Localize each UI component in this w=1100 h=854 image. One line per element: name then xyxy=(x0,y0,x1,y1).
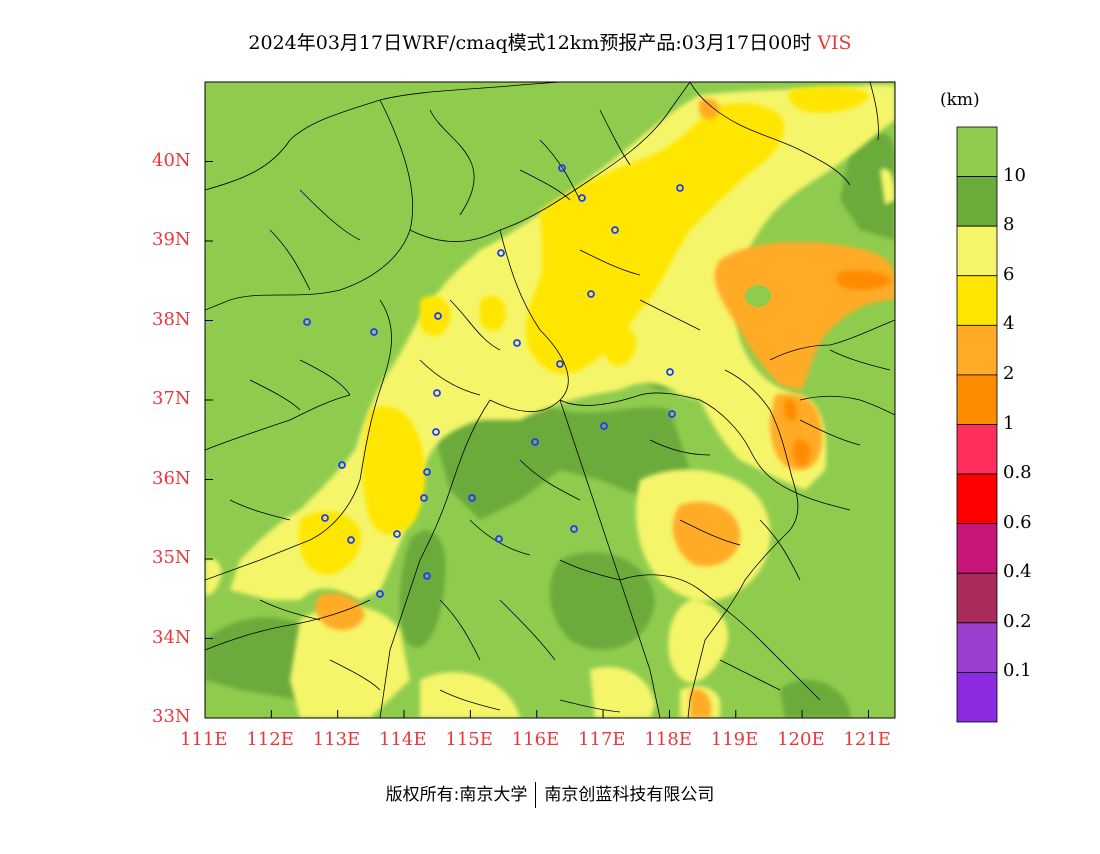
province-borders xyxy=(205,82,895,718)
city-marker xyxy=(531,438,539,446)
city-stations xyxy=(303,164,684,598)
lon-label: 111E xyxy=(180,729,228,750)
green-patch xyxy=(745,285,771,307)
lat-label: 33N xyxy=(152,706,191,727)
city-marker xyxy=(513,339,521,347)
city-marker xyxy=(423,468,431,476)
footer-left: 版权所有:南京大学 xyxy=(385,785,528,805)
colorbar-label: 6 xyxy=(1003,263,1015,285)
lon-label: 112E xyxy=(246,729,294,750)
city-marker xyxy=(347,536,355,544)
chart-title: 2024年03月17日WRF/cmaq模式12km预报产品:03月17日00时 V… xyxy=(0,28,1100,55)
colorbar xyxy=(956,126,998,723)
city-marker xyxy=(578,194,586,202)
city-marker xyxy=(420,494,428,502)
footer-right: 南京创蓝科技有限公司 xyxy=(544,785,715,805)
vis-4-6-regions xyxy=(299,86,870,575)
lat-label: 37N xyxy=(152,388,191,409)
lat-label: 40N xyxy=(152,149,191,171)
colorbar-segment xyxy=(956,176,998,227)
variable-label: VIS xyxy=(817,32,852,54)
vis-8-10-regions xyxy=(205,132,895,718)
colorbar-label: 0.4 xyxy=(1003,561,1032,583)
lon-label: 115E xyxy=(445,729,493,750)
city-marker xyxy=(433,389,441,397)
lon-label: 117E xyxy=(578,729,626,750)
colorbar-segment xyxy=(956,424,998,475)
city-marker xyxy=(497,249,505,257)
city-marker xyxy=(556,360,564,368)
colorbar-label: 0.6 xyxy=(1003,511,1032,533)
colorbar-segment xyxy=(956,672,998,723)
city-marker xyxy=(600,422,608,430)
colorbar-segment xyxy=(956,225,998,277)
city-marker xyxy=(321,514,329,522)
footer-separator xyxy=(535,782,537,808)
city-marker xyxy=(668,410,676,418)
footer: 版权所有:南京大学 南京创蓝科技有限公司 xyxy=(0,780,1100,808)
colorbar-label: 0.8 xyxy=(1003,462,1032,484)
colorbar-label: 0.1 xyxy=(1003,660,1032,682)
city-marker xyxy=(570,525,578,533)
lon-label: 121E xyxy=(843,729,891,750)
colorbar-segment xyxy=(956,374,998,425)
city-marker xyxy=(370,328,378,336)
colorbar-segment xyxy=(956,275,998,326)
colorbar-label: 4 xyxy=(1003,313,1015,335)
colorbar-segment xyxy=(956,324,998,376)
city-marker xyxy=(434,312,442,320)
city-marker xyxy=(376,590,384,598)
colorbar-segment xyxy=(956,523,998,574)
city-marker xyxy=(303,318,311,326)
lon-label: 113E xyxy=(312,729,361,750)
colorbar-unit: (km) xyxy=(940,90,980,110)
city-marker xyxy=(666,368,674,376)
city-marker xyxy=(676,184,684,192)
lat-label: 39N xyxy=(152,229,191,250)
colorbar-segment xyxy=(956,622,998,673)
lon-label: 118E xyxy=(644,729,692,750)
colorbar-segment xyxy=(956,473,998,525)
city-marker xyxy=(432,428,440,436)
colorbar-label: 10 xyxy=(1003,164,1026,186)
city-marker xyxy=(587,290,595,298)
city-marker xyxy=(393,530,401,538)
city-marker xyxy=(495,535,503,543)
lon-label: 119E xyxy=(710,729,759,750)
city-marker xyxy=(468,494,476,502)
title-text: 2024年03月17日WRF/cmaq模式12km预报产品:03月17日00时 xyxy=(248,32,812,54)
colorbar-label: 1 xyxy=(1003,412,1015,434)
city-marker xyxy=(423,572,431,580)
lon-label: 120E xyxy=(777,729,825,750)
lat-label: 38N xyxy=(152,308,191,330)
colorbar-label: 2 xyxy=(1003,362,1015,384)
city-marker xyxy=(558,164,566,172)
vis-1-2-regions xyxy=(784,270,892,466)
map-fill-layer xyxy=(205,82,895,718)
axis-ticks xyxy=(204,161,869,719)
lat-label: 35N xyxy=(152,547,191,568)
lon-label: 114E xyxy=(379,729,427,750)
city-marker xyxy=(611,226,619,234)
colorbar-label: 8 xyxy=(1003,214,1015,236)
colorbar-segment xyxy=(956,572,998,624)
lon-label: 116E xyxy=(511,729,560,750)
lat-label: 34N xyxy=(152,626,191,648)
colorbar-segment xyxy=(956,126,998,177)
lat-label: 36N xyxy=(152,467,191,489)
city-marker xyxy=(338,461,346,469)
colorbar-label: 0.2 xyxy=(1003,610,1032,632)
